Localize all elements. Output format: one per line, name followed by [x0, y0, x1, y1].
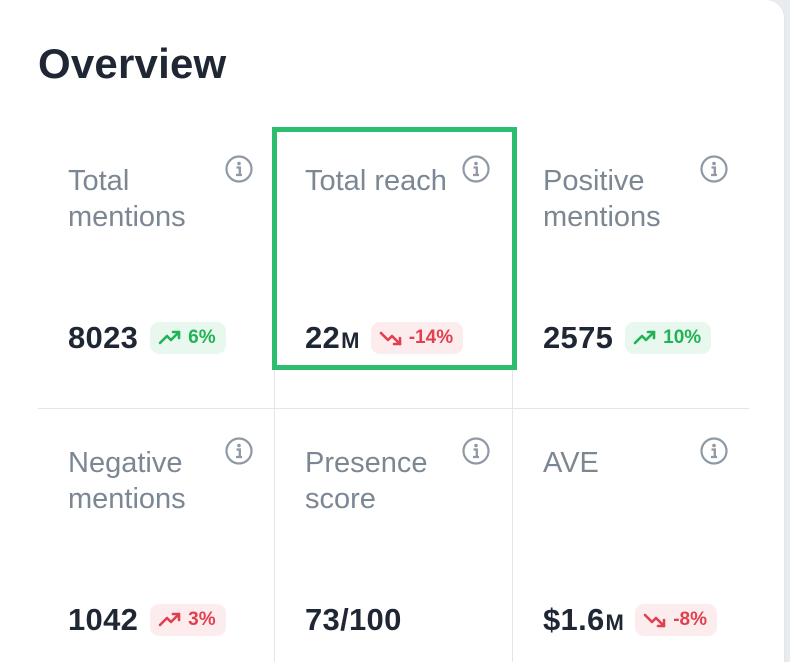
metric-label: Negative mentions	[68, 447, 186, 515]
trend-up-icon	[633, 330, 656, 345]
divider	[274, 130, 275, 662]
change-badge: -14%	[370, 322, 464, 354]
metric-label: Presence score	[305, 447, 428, 515]
trend-down-icon	[643, 613, 666, 628]
change-badge: 6%	[150, 322, 226, 354]
metric-label: Total reach	[305, 165, 447, 197]
metric-label: Total mentions	[68, 165, 186, 233]
metric-value: $1.6M	[543, 602, 625, 637]
metric-value: 8023	[68, 320, 139, 355]
trend-up-icon	[158, 612, 181, 627]
metric-label: AVE	[543, 447, 599, 479]
metric-ave[interactable]: AVE $1.6M -8%	[513, 417, 751, 662]
info-icon[interactable]	[224, 154, 254, 184]
info-icon[interactable]	[224, 436, 254, 466]
metric-value: 2575	[543, 320, 614, 355]
trend-down-icon	[379, 331, 402, 346]
divider	[38, 408, 749, 409]
metric-value: 1042	[68, 602, 139, 637]
change-badge: 3%	[150, 604, 226, 636]
trend-up-icon	[158, 330, 181, 345]
change-badge: 10%	[625, 322, 712, 354]
info-icon[interactable]	[461, 154, 491, 184]
info-icon[interactable]	[699, 154, 729, 184]
change-badge: -8%	[635, 604, 717, 636]
metric-total-reach[interactable]: Total reach 22M -14%	[275, 135, 513, 407]
metric-presence-score[interactable]: Presence score 73/100	[275, 417, 513, 662]
metric-value: 73/100	[305, 602, 402, 637]
divider	[512, 130, 513, 662]
info-icon[interactable]	[699, 436, 729, 466]
page-title: Overview	[38, 40, 227, 87]
metric-total-mentions[interactable]: Total mentions 8023 6%	[38, 135, 276, 407]
metric-label: Positive mentions	[543, 165, 661, 233]
info-icon[interactable]	[461, 436, 491, 466]
metric-negative-mentions[interactable]: Negative mentions 1042 3%	[38, 417, 276, 662]
metric-positive-mentions[interactable]: Positive mentions 2575 10%	[513, 135, 751, 407]
metric-value: 22M	[305, 320, 360, 355]
